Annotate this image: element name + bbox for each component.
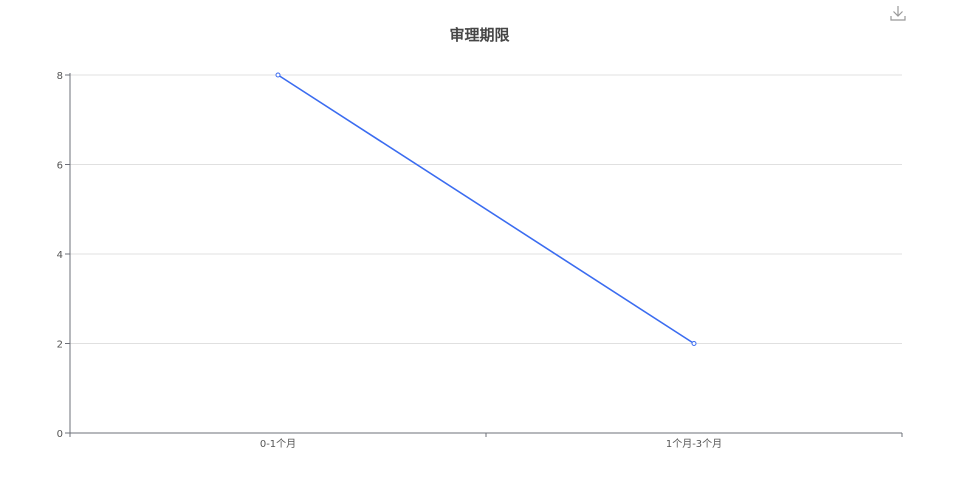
- data-point: [691, 341, 697, 346]
- data-point: [275, 72, 281, 78]
- tick-labels: 0 2 4 6 8 0-1个月 1个月-3个月: [57, 71, 723, 450]
- x-tick-label: 0-1个月: [260, 438, 296, 450]
- y-tick-label: 6: [57, 161, 63, 172]
- series-layer: [275, 72, 697, 346]
- y-tick-label: 8: [57, 71, 63, 82]
- axes: [65, 73, 903, 437]
- chart-title: 审理期限: [449, 26, 510, 44]
- grid-lines: [70, 74, 902, 344]
- y-tick-label: 2: [57, 340, 63, 351]
- y-tick-label: 4: [57, 250, 63, 261]
- series-line: [277, 74, 695, 345]
- download-icon[interactable]: [889, 4, 907, 22]
- x-tick-label: 1个月-3个月: [666, 438, 722, 450]
- y-tick-label: 0: [57, 429, 63, 440]
